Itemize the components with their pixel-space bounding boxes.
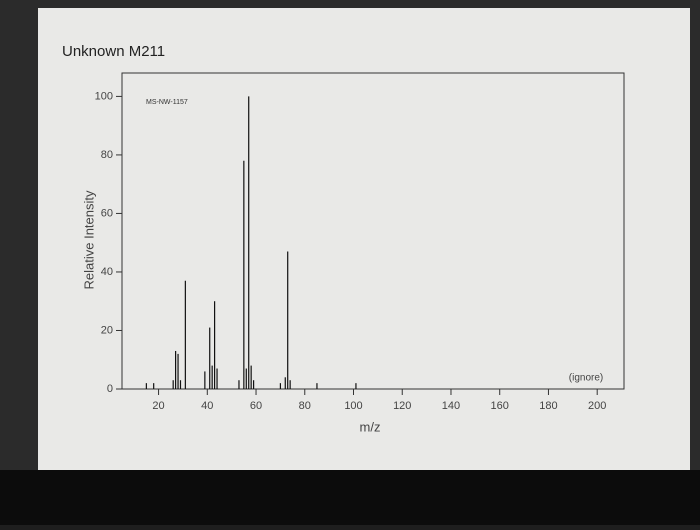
y-tick-label: 20 xyxy=(101,324,113,336)
x-tick-label: 80 xyxy=(299,400,311,412)
y-tick-label: 80 xyxy=(101,149,113,161)
x-tick-label: 40 xyxy=(201,400,213,412)
x-axis-label: m/z xyxy=(360,419,381,434)
y-axis-label: Relative Intensity xyxy=(81,190,96,289)
y-tick-label: 100 xyxy=(95,90,113,102)
x-tick-label: 160 xyxy=(491,400,509,412)
x-tick-label: 20 xyxy=(152,400,164,412)
x-tick-label: 120 xyxy=(393,400,411,412)
annotation: MS-NW-1157 xyxy=(146,99,188,106)
plot-frame xyxy=(121,72,625,390)
bezel-bottom xyxy=(0,470,700,525)
screen xyxy=(38,8,690,470)
x-tick-label: 200 xyxy=(588,400,606,412)
x-tick-label: 100 xyxy=(344,400,362,412)
x-tick-label: 180 xyxy=(539,400,557,412)
y-tick-label: 0 xyxy=(107,383,113,395)
x-tick-label: 140 xyxy=(442,400,460,412)
x-tick-label: 60 xyxy=(250,400,262,412)
y-tick-label: 40 xyxy=(101,266,113,278)
annotation: (ignore) xyxy=(569,373,603,384)
chart-title: Unknown M211 xyxy=(62,43,165,60)
y-tick-label: 60 xyxy=(101,207,113,219)
